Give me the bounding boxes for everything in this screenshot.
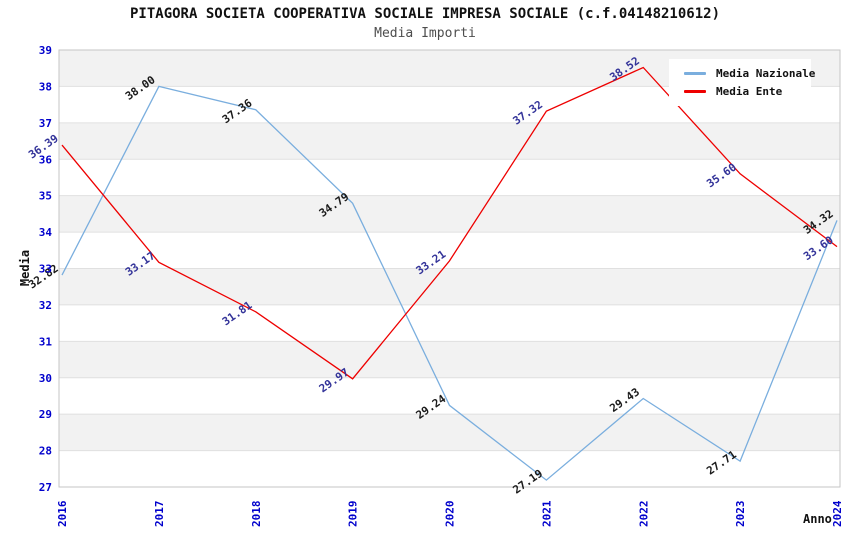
data-point-label: 27.19 bbox=[511, 467, 546, 497]
series-line-media-ente bbox=[61, 66, 838, 380]
y-tick-label: 34 bbox=[39, 226, 53, 239]
y-tick-label: 39 bbox=[39, 44, 52, 57]
x-tick-label: 2018 bbox=[250, 501, 263, 528]
x-tick-label: 2020 bbox=[444, 501, 457, 528]
y-tick-label: 28 bbox=[39, 445, 52, 458]
x-tick-label: 2017 bbox=[153, 501, 166, 528]
data-point-label: 35.60 bbox=[704, 161, 739, 191]
x-tick-label: 2021 bbox=[540, 500, 553, 527]
grid-band bbox=[59, 268, 840, 305]
grid-band bbox=[59, 195, 840, 233]
y-tick-label: 31 bbox=[39, 335, 53, 348]
y-tick-label: 33 bbox=[39, 263, 52, 276]
y-tick-label: 36 bbox=[39, 153, 53, 166]
plot-border bbox=[58, 49, 841, 488]
y-tick-label: 30 bbox=[39, 372, 52, 385]
x-tick-label: 2019 bbox=[347, 501, 360, 528]
x-tick-label: 2023 bbox=[734, 501, 747, 528]
x-tick-label: 2022 bbox=[637, 501, 650, 528]
y-tick-label: 27 bbox=[39, 481, 52, 494]
legend-swatch-1 bbox=[684, 90, 706, 94]
y-tick-label: 38 bbox=[39, 80, 52, 93]
y-tick-label: 37 bbox=[39, 117, 52, 130]
chart-title: PITAGORA SOCIETA COOPERATIVA SOCIALE IMP… bbox=[129, 6, 720, 22]
data-point-label: 37.36 bbox=[220, 96, 255, 126]
chart-subtitle: Media Importi bbox=[374, 26, 476, 41]
series-line-media-nazionale bbox=[61, 85, 838, 481]
legend-label-media-nazionale: Media Nazionale bbox=[716, 66, 816, 80]
legend-swatch-0 bbox=[684, 71, 706, 75]
grid-band bbox=[59, 341, 840, 378]
y-tick-label: 29 bbox=[39, 408, 52, 421]
data-point-label: 33.60 bbox=[801, 233, 836, 263]
legend-label-media-ente: Media Ente bbox=[716, 85, 783, 99]
data-point-label: 29.43 bbox=[607, 385, 642, 415]
data-point-label: 27.71 bbox=[704, 448, 739, 478]
y-axis-title: Media bbox=[18, 249, 32, 287]
y-tick-label: 35 bbox=[39, 190, 52, 203]
x-tick-label: 2024 bbox=[831, 500, 844, 527]
y-tick-label: 32 bbox=[39, 299, 52, 312]
legend-item-media-nazionale: Media Nazionale bbox=[684, 67, 815, 80]
x-tick-label: 2016 bbox=[56, 500, 69, 527]
grid-band bbox=[59, 122, 840, 160]
x-axis-title: Anno bbox=[803, 512, 832, 526]
grid-band bbox=[59, 414, 840, 451]
legend-item-media-ente: Media Ente bbox=[684, 85, 811, 98]
legend: Media Nazionale Media Ente bbox=[669, 59, 815, 106]
